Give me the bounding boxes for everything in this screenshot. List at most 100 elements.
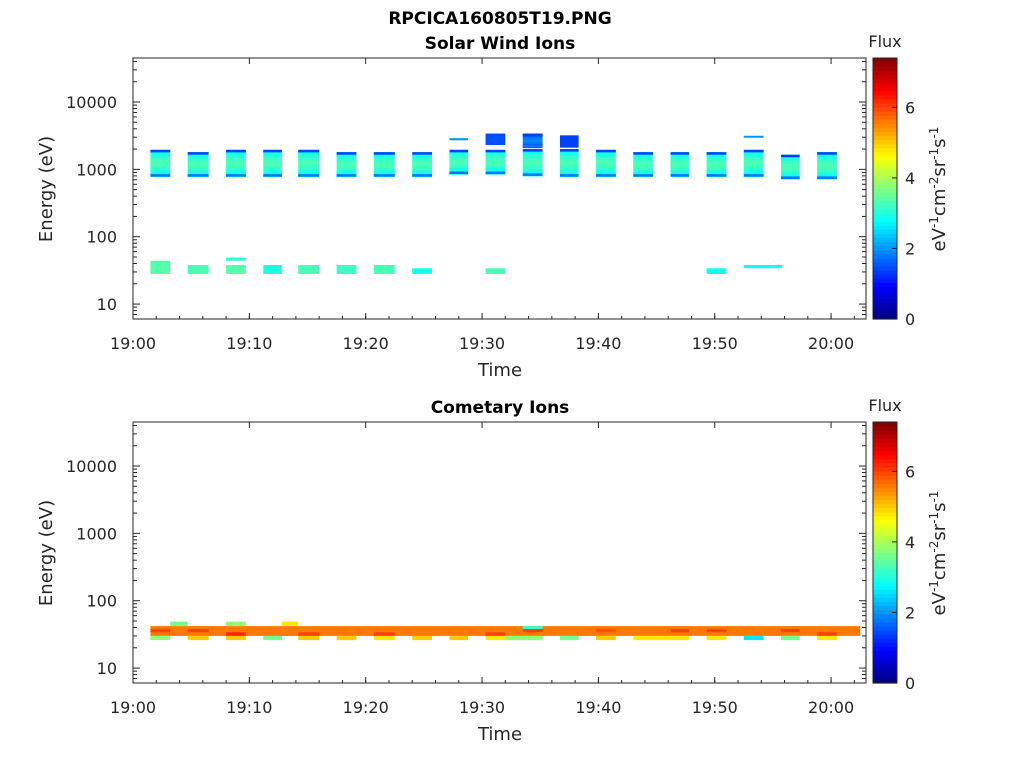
y-tick-label: 10000 <box>66 93 117 112</box>
heatmap-cell-bin <box>781 629 800 633</box>
heatmap-cell-edge <box>706 174 727 177</box>
heatmap-cell <box>298 149 320 178</box>
colorbar-swatch <box>873 642 897 647</box>
heatmap-cell-bin <box>150 159 171 164</box>
heatmap-cell <box>706 635 727 641</box>
heatmap-cell <box>743 635 764 641</box>
colorbar-swatch <box>873 253 897 259</box>
heatmap-cell <box>336 152 357 178</box>
colorbar-swatch <box>873 634 897 639</box>
colorbar-swatch <box>873 536 897 541</box>
heatmap-cell-bin <box>263 153 282 158</box>
heatmap-cell-edge <box>298 174 320 177</box>
colorbar-swatch <box>873 593 897 598</box>
colorbar-swatch <box>873 495 897 501</box>
heatmap-cell-edge <box>670 152 690 155</box>
colorbar-swatch <box>873 274 897 279</box>
colorbar-swatch <box>873 257 897 263</box>
colorbar-swatch <box>873 106 897 112</box>
colorbar-swatch <box>873 629 897 635</box>
colorbar-swatch <box>873 458 897 464</box>
heatmap-cell-bin <box>373 632 395 636</box>
colorbar-swatch <box>873 310 897 316</box>
heatmap-cell-bin <box>485 268 506 274</box>
heatmap-cell-bin <box>373 161 395 165</box>
heatmap-cell-bin <box>298 265 320 274</box>
heatmap-cell-bin <box>449 138 469 141</box>
colorbar-swatch <box>873 442 897 448</box>
heatmap-cell-bin <box>560 166 579 171</box>
colorbar-swatch <box>873 212 897 218</box>
colorbar-swatch <box>873 86 897 92</box>
colorbar-tick-label: 2 <box>905 239 915 258</box>
heatmap-cell-bin <box>743 135 764 138</box>
colorbar-swatch <box>873 434 897 439</box>
colorbar-swatch <box>873 507 897 513</box>
heatmap-cell-bin <box>817 155 837 160</box>
heatmap-cell-bin <box>522 162 543 167</box>
heatmap-cell-bin <box>150 629 171 633</box>
heatmap-cell <box>263 265 282 274</box>
heatmap-cell-bin <box>522 140 543 143</box>
x-tick-label: 19:20 <box>343 698 389 717</box>
heatmap-cell-bin <box>298 156 320 161</box>
y-tick-label: 10 <box>97 659 117 678</box>
colorbar-swatch <box>873 82 897 88</box>
heatmap-cell-bin <box>781 166 800 171</box>
heatmap-cell-bin <box>373 635 395 641</box>
heatmap-cell-bin <box>743 169 764 174</box>
heatmap-cell-bin <box>743 635 764 641</box>
heatmap-cell <box>373 635 395 641</box>
heatmap-cell-bin <box>263 635 282 641</box>
heatmap-cell-bin <box>706 629 727 633</box>
colorbar-swatch <box>873 298 897 304</box>
heatmap-cell-bin <box>412 167 433 172</box>
heatmap-cell-bin <box>263 159 282 164</box>
heatmap-cell <box>298 635 320 641</box>
heatmap-cell-edge <box>560 174 579 177</box>
heatmap-cell <box>781 635 800 641</box>
colorbar-swatch <box>873 233 897 239</box>
heatmap-cell-edge <box>226 149 246 153</box>
colorbar-swatch <box>873 290 897 296</box>
heatmap-cell-bin <box>412 635 433 641</box>
colorbar-swatch <box>873 589 897 594</box>
solar-wind-ylabel: Energy (eV) <box>36 136 57 242</box>
heatmap-cell <box>150 635 171 641</box>
heatmap-cell-bin <box>226 635 246 641</box>
heatmap-cell-bin <box>412 158 433 162</box>
heatmap-cell-bin <box>743 153 764 158</box>
heatmap-cell <box>187 629 209 633</box>
heatmap-cell-bin <box>633 158 654 162</box>
colorbar-swatch <box>873 123 897 128</box>
heatmap-cell-bin <box>817 635 837 641</box>
x-tick-label: 19:50 <box>692 334 738 353</box>
heatmap-cell-bin <box>170 621 188 627</box>
cometary-panel: Cometary Ions 19:00 19:10 19:20 19:30 19:40 1… <box>36 396 950 745</box>
heatmap-cell <box>187 635 209 641</box>
colorbar-swatch <box>873 90 897 96</box>
heatmap-cell-bin <box>336 170 357 175</box>
heatmap-cell <box>485 149 506 175</box>
colorbar-swatch <box>873 278 897 283</box>
heatmap-cell-bin <box>412 170 433 175</box>
heatmap-cell <box>263 635 282 641</box>
heatmap-cell <box>522 626 543 630</box>
heatmap-cell-bin <box>781 157 800 162</box>
heatmap-cell <box>706 152 727 178</box>
heatmap-cell-bin <box>226 265 246 274</box>
heatmap-cell-bin <box>150 169 171 174</box>
heatmap-cell-bin <box>706 635 727 641</box>
heatmap-cell-bin <box>706 167 727 172</box>
heatmap-cell-edge <box>522 173 543 176</box>
heatmap-cell-bin <box>596 153 616 158</box>
heatmap-cell-bin <box>485 164 506 169</box>
heatmap-cell-edge <box>187 174 209 177</box>
heatmap-cell-bin <box>560 635 579 641</box>
colorbar-swatch <box>873 446 897 452</box>
heatmap-cell <box>373 265 395 274</box>
colorbar-swatch <box>873 519 897 525</box>
heatmap-cell-bin <box>187 155 209 159</box>
heatmap-cell-bin <box>743 265 783 269</box>
heatmap-cell <box>150 629 171 633</box>
